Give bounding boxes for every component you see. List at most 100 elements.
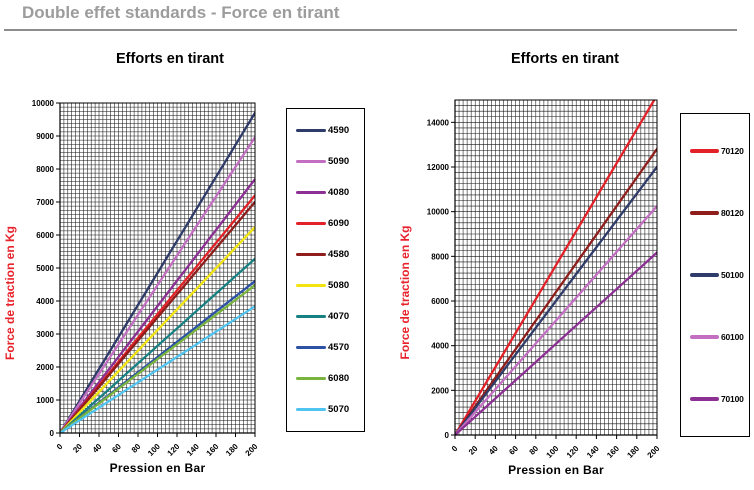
series-line-5070 <box>60 305 255 433</box>
legend-swatch-5070 <box>296 407 326 412</box>
y-tick-label: 4000 <box>431 342 449 351</box>
legend-item-4070: 4070 <box>296 311 362 322</box>
y-tick-label: 6000 <box>36 231 54 240</box>
legend-swatch-4590 <box>296 128 326 133</box>
legend-swatch-4070 <box>296 314 326 319</box>
legend-item-5080: 5080 <box>296 280 362 291</box>
right-chart-title: Efforts en tirant <box>511 51 619 67</box>
y-tick-label: 12000 <box>427 163 450 172</box>
x-tick-label: 20 <box>71 442 84 455</box>
legend-swatch-50100 <box>690 273 719 277</box>
x-tick-label: 120 <box>565 444 581 460</box>
y-tick-label: 1000 <box>36 396 54 405</box>
x-tick-label: 60 <box>507 444 520 457</box>
y-axis-title: Force de traction en Kg <box>398 225 412 359</box>
x-tick-label: 140 <box>185 442 201 458</box>
legend-label: 70100 <box>721 394 744 404</box>
legend-swatch-6090 <box>296 221 326 226</box>
series-lines <box>60 111 255 433</box>
y-tick-label: 7000 <box>36 198 54 207</box>
y-tick-label: 3000 <box>36 330 54 339</box>
legend-swatch-5090 <box>296 159 326 164</box>
x-tick-label: 40 <box>91 442 104 455</box>
page-title: Double effet standards - Force en tirant <box>22 3 340 22</box>
tick-marks <box>56 102 256 437</box>
legend-swatch-80120 <box>690 211 719 215</box>
legend-label: 70120 <box>721 146 744 156</box>
legend-item-5090: 5090 <box>296 156 362 167</box>
series-line-4070 <box>60 257 255 433</box>
series-line-6080 <box>60 284 255 433</box>
legend-label: 4070 <box>328 311 350 322</box>
y-tick-label: 2000 <box>36 363 54 372</box>
legend-label: 4570 <box>328 342 350 353</box>
y-tick-label: 4000 <box>36 297 54 306</box>
legend-item-4080: 4080 <box>296 187 362 198</box>
series-line-5080 <box>60 225 255 433</box>
x-tick-label: 80 <box>528 444 541 457</box>
series-line-70120 <box>455 100 656 435</box>
x-tick-label: 80 <box>130 442 143 455</box>
legend-label: 6090 <box>328 218 350 229</box>
y-tick-label: 8000 <box>431 252 449 261</box>
series-line-80120 <box>455 147 657 435</box>
legend-item-70100: 70100 <box>690 394 747 404</box>
series-line-60100 <box>455 204 657 435</box>
legend-item-4580: 4580 <box>296 249 362 260</box>
legend-item-5070: 5070 <box>296 404 362 415</box>
left-chart-legend: 4590 5090 4080 6090 4580 5080 4070 4570 6080 5070 <box>286 108 365 432</box>
series-line-5090 <box>60 136 255 433</box>
series-line-4590 <box>60 111 255 433</box>
legend-label: 4580 <box>328 249 350 260</box>
series-line-4080 <box>60 178 255 433</box>
legend-swatch-70100 <box>690 397 719 401</box>
x-tick-label: 40 <box>487 444 500 457</box>
legend-item-60100: 60100 <box>690 332 747 342</box>
x-tick-label: 200 <box>244 442 260 458</box>
x-axis-title: Pression en Bar <box>508 463 604 477</box>
x-tick-label: 20 <box>467 444 480 457</box>
tick-marks <box>451 121 658 439</box>
legend-swatch-6080 <box>296 376 326 381</box>
legend-item-6090: 6090 <box>296 218 362 229</box>
legend-label: 6080 <box>328 373 350 384</box>
x-tick-label: 200 <box>646 444 662 460</box>
y-tick-label: 9000 <box>36 132 54 141</box>
title-rule <box>4 29 737 31</box>
x-tick-label: 180 <box>224 442 240 458</box>
x-tick-label: 60 <box>110 442 123 455</box>
x-tick-label: 120 <box>166 442 182 458</box>
y-tick-label: 6000 <box>431 297 449 306</box>
legend-swatch-4080 <box>296 190 326 195</box>
y-tick-label: 8000 <box>36 165 54 174</box>
y-tick-label: 5000 <box>36 264 54 273</box>
legend-item-50100: 50100 <box>690 270 747 280</box>
right-chart-plot: 0 20 40 60 80 100 120 140 160 180 2000200040006000… <box>398 99 662 477</box>
x-tick-label: 180 <box>625 444 641 460</box>
x-tick-label: 140 <box>585 444 601 460</box>
y-tick-label: 14000 <box>427 118 450 127</box>
x-tick-label: 0 <box>450 444 460 454</box>
series-line-50100 <box>455 165 657 435</box>
series-line-70100 <box>455 251 657 435</box>
legend-item-4570: 4570 <box>296 342 362 353</box>
legend-item-80120: 80120 <box>690 208 747 218</box>
x-axis-title: Pression en Bar <box>110 461 206 475</box>
y-tick-label: 0 <box>445 431 450 440</box>
series-lines <box>455 100 657 435</box>
legend-swatch-5080 <box>296 283 326 288</box>
legend-item-70120: 70120 <box>690 146 747 156</box>
left-chart-plot: 0 20 40 60 80 100 120 140 160 180 2000100020003000… <box>3 99 260 475</box>
legend-label: 4590 <box>328 125 350 136</box>
y-tick-label: 10000 <box>32 99 55 108</box>
tick-labels: 0 20 40 60 80 100 120 140 160 180 2000200040006000… <box>427 118 662 460</box>
x-tick-label: 100 <box>545 444 561 460</box>
y-tick-label: 10000 <box>427 208 450 217</box>
legend-label: 5080 <box>328 280 350 291</box>
legend-swatch-4570 <box>296 345 326 350</box>
legend-label: 80120 <box>721 208 744 218</box>
legend-swatch-70120 <box>690 149 719 153</box>
y-axis-title: Force de traction en Kg <box>3 226 17 360</box>
legend-swatch-4580 <box>296 252 326 257</box>
y-tick-label: 2000 <box>431 386 449 395</box>
